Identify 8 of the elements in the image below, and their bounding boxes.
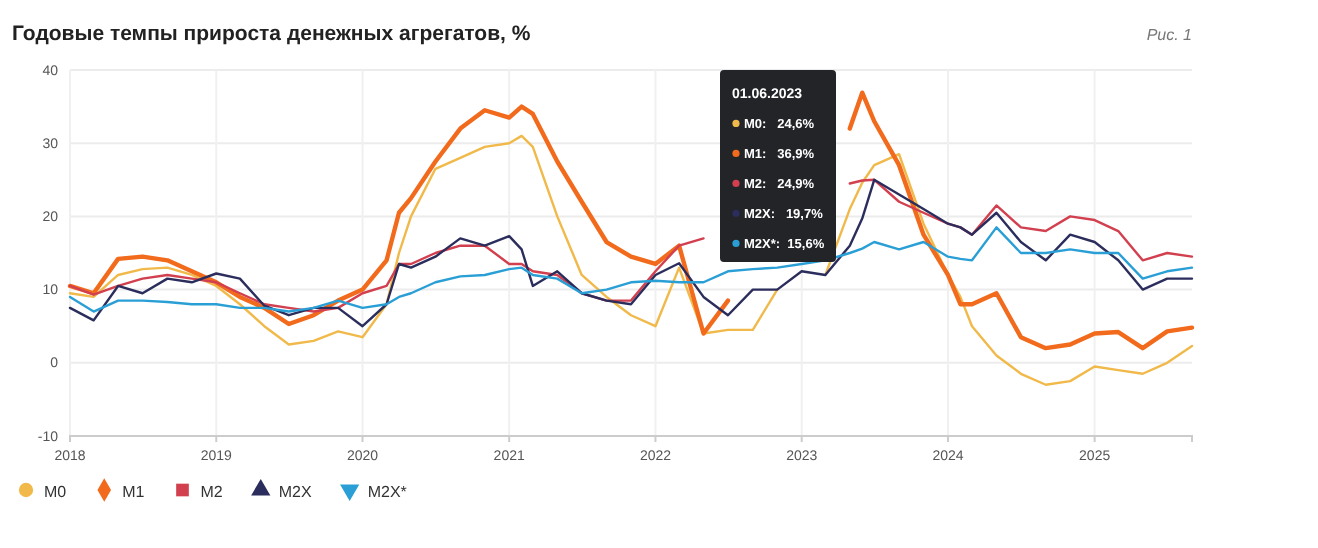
legend-label: M2: [200, 483, 224, 501]
text: Рис. 1: [1146, 26, 1192, 44]
legend-label: M1: [122, 483, 146, 501]
legend-label: M2X: [278, 483, 313, 501]
line-series: [68, 226, 1194, 313]
legend-label: M2X*: [367, 483, 407, 501]
chart-title: Годовые темпы прироста денежных агрегатов, %: [12, 22, 532, 46]
legend-label: M0: [44, 483, 68, 501]
